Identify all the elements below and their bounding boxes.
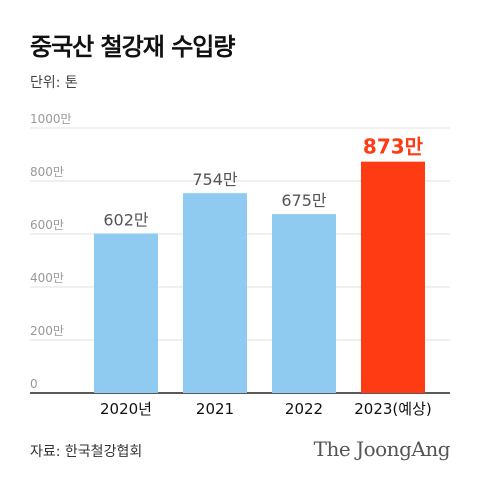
bar-value-label: 873만	[363, 135, 424, 159]
y-tick-label: 400만	[30, 271, 64, 285]
source-note: 자료: 한국철강협회	[30, 444, 143, 460]
bar-2022	[272, 214, 336, 393]
bar-value-label: 675만	[281, 191, 327, 210]
y-tick-label: 600만	[30, 218, 64, 232]
x-category-label: 2022	[285, 400, 323, 418]
x-category-label: 2020년	[100, 400, 152, 418]
bar-2020년	[94, 233, 158, 393]
y-tick-label: 800만	[30, 165, 64, 179]
y-tick-label: 0	[30, 377, 38, 391]
chart-title: 중국산 철강재 수입량	[30, 33, 235, 61]
bar-value-label: 602만	[103, 210, 149, 229]
y-tick-label: 200만	[30, 324, 64, 338]
y-tick-label: 1000만	[30, 112, 72, 126]
brand-logo: The JoongAng	[313, 437, 451, 461]
unit-label: 단위: 톤	[30, 75, 78, 91]
bar-2023(예상)	[361, 161, 425, 393]
x-category-label: 2021	[196, 400, 234, 418]
x-category-label: 2023(예상)	[354, 400, 431, 418]
bar-2021	[183, 193, 247, 393]
bar-value-label: 754만	[192, 170, 238, 189]
